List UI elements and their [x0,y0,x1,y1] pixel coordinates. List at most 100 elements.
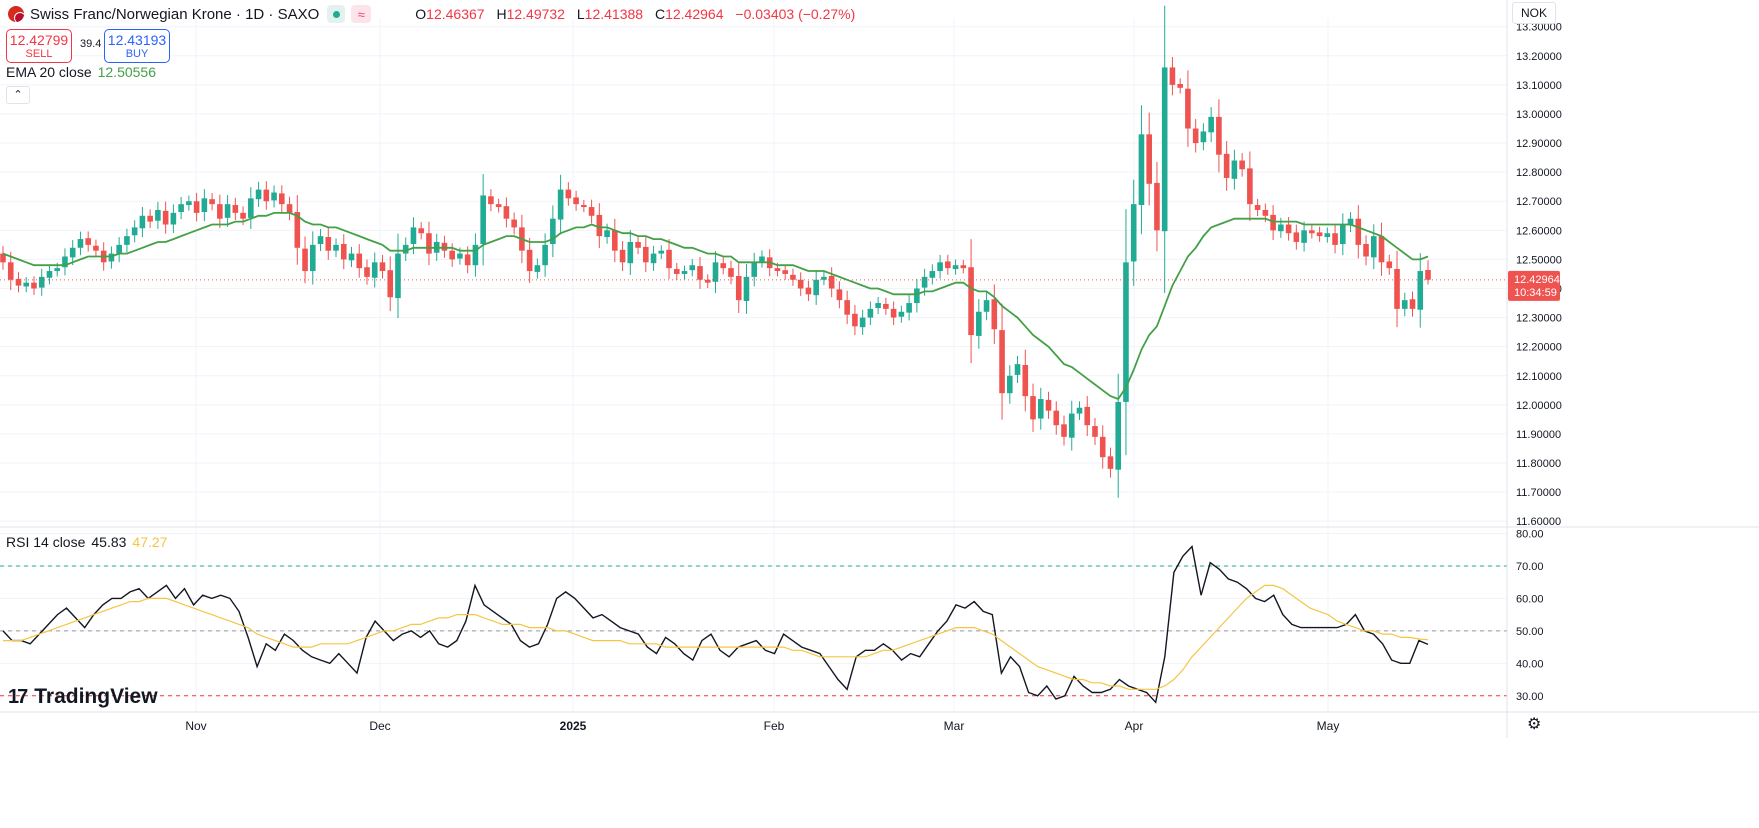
sell-button[interactable]: 12.42799 SELL [6,29,72,63]
sell-price: 12.42799 [9,32,69,48]
candle-body [619,249,626,263]
candle-body [495,204,502,208]
candle [108,246,115,269]
candle [1115,373,1122,498]
candle-body [1123,262,1129,402]
buy-price: 12.43193 [107,32,167,48]
candle [162,201,169,234]
candle [797,272,804,296]
rsi-label: RSI 14 close [6,534,86,550]
candle [255,181,262,207]
candle-body [890,308,897,318]
change-value: −0.03403 (−0.27%) [735,6,856,22]
candle-body [635,241,641,248]
candle-body [209,199,215,205]
candle-body [325,237,332,251]
candle-body [224,204,231,218]
rsi-legend[interactable]: RSI 14 close 45.83 47.27 [6,534,167,550]
candle-body [875,303,881,308]
candle-body [1239,160,1245,170]
symbol-title[interactable]: Swiss Franc/Norwegian Krone · 1D · SAXO [30,5,320,23]
candle [511,212,517,235]
tradingview-mark-icon: 17 [8,685,28,708]
candle [379,254,386,279]
candle [441,235,448,258]
currency-selector[interactable]: NOK [1512,2,1556,24]
candle [286,196,293,221]
candle-body [1185,88,1191,129]
candle [147,209,153,228]
flag-icon [8,6,24,22]
candle [1123,209,1129,456]
candle [356,244,363,278]
candle [340,234,347,270]
candle [93,239,99,257]
candle [155,201,161,229]
settings-gear-icon[interactable]: ⚙ [1527,716,1542,733]
rsi-tick-label: 80.00 [1516,528,1544,540]
candle-body [681,271,688,274]
candle [1138,105,1145,235]
candle-body [333,244,339,251]
candle [201,189,208,222]
candle-body [550,218,556,244]
open-value: 12.46367 [426,6,485,22]
candle-body [464,254,471,266]
candle-body [38,276,45,288]
candle-body [968,267,974,336]
price-tick-label: 12.30000 [1516,313,1562,325]
candle-body [658,250,665,254]
candle-body [991,299,998,330]
candle [735,263,742,313]
candle [124,228,130,253]
candle-body [906,303,912,313]
candle-body [1022,364,1029,397]
candle-body [1401,300,1408,309]
candle-body [457,253,463,259]
candle [1386,254,1393,275]
candle-body [983,300,990,312]
candle [720,257,727,275]
candle [1068,400,1075,451]
market-status-icon[interactable] [327,5,346,23]
candle [1076,401,1083,420]
candle-body [1340,224,1346,244]
candle [1084,396,1091,436]
candle-body [364,267,370,277]
candle-body [689,265,696,271]
buy-button[interactable]: 12.43193 BUY [104,29,170,63]
low-value: 12.41388 [584,6,644,22]
candle [309,231,316,285]
candle-body [704,279,711,283]
candle [751,252,758,287]
candle-body [642,246,649,263]
candle-body [1301,230,1307,243]
candle [46,264,53,285]
collapse-legend-button[interactable]: ⌃ [6,86,30,104]
candle-body [627,241,634,264]
candle [642,237,649,273]
candle-body [46,271,53,278]
candle-body [960,265,967,269]
candle-body [402,244,409,254]
time-tick-label: Dec [369,719,390,733]
candle [883,297,889,315]
wave-icon[interactable]: ≈ [351,5,372,23]
candle [178,197,184,220]
candle [1099,425,1106,469]
candle [1301,221,1307,252]
candle-body [1216,116,1222,155]
price-tick-label: 12.90000 [1516,138,1562,150]
candle-body [797,279,804,289]
grid [0,18,1507,712]
candle [635,235,641,255]
price-tick-label: 13.00000 [1516,109,1562,121]
candle-body [294,212,301,248]
ema-legend[interactable]: EMA 20 close 12.50556 [6,64,156,80]
candle-body [418,228,425,234]
tradingview-logo[interactable]: 17 TradingView [8,685,158,709]
candle-body [309,244,316,272]
candle [821,271,827,286]
candle-body [1363,243,1369,257]
